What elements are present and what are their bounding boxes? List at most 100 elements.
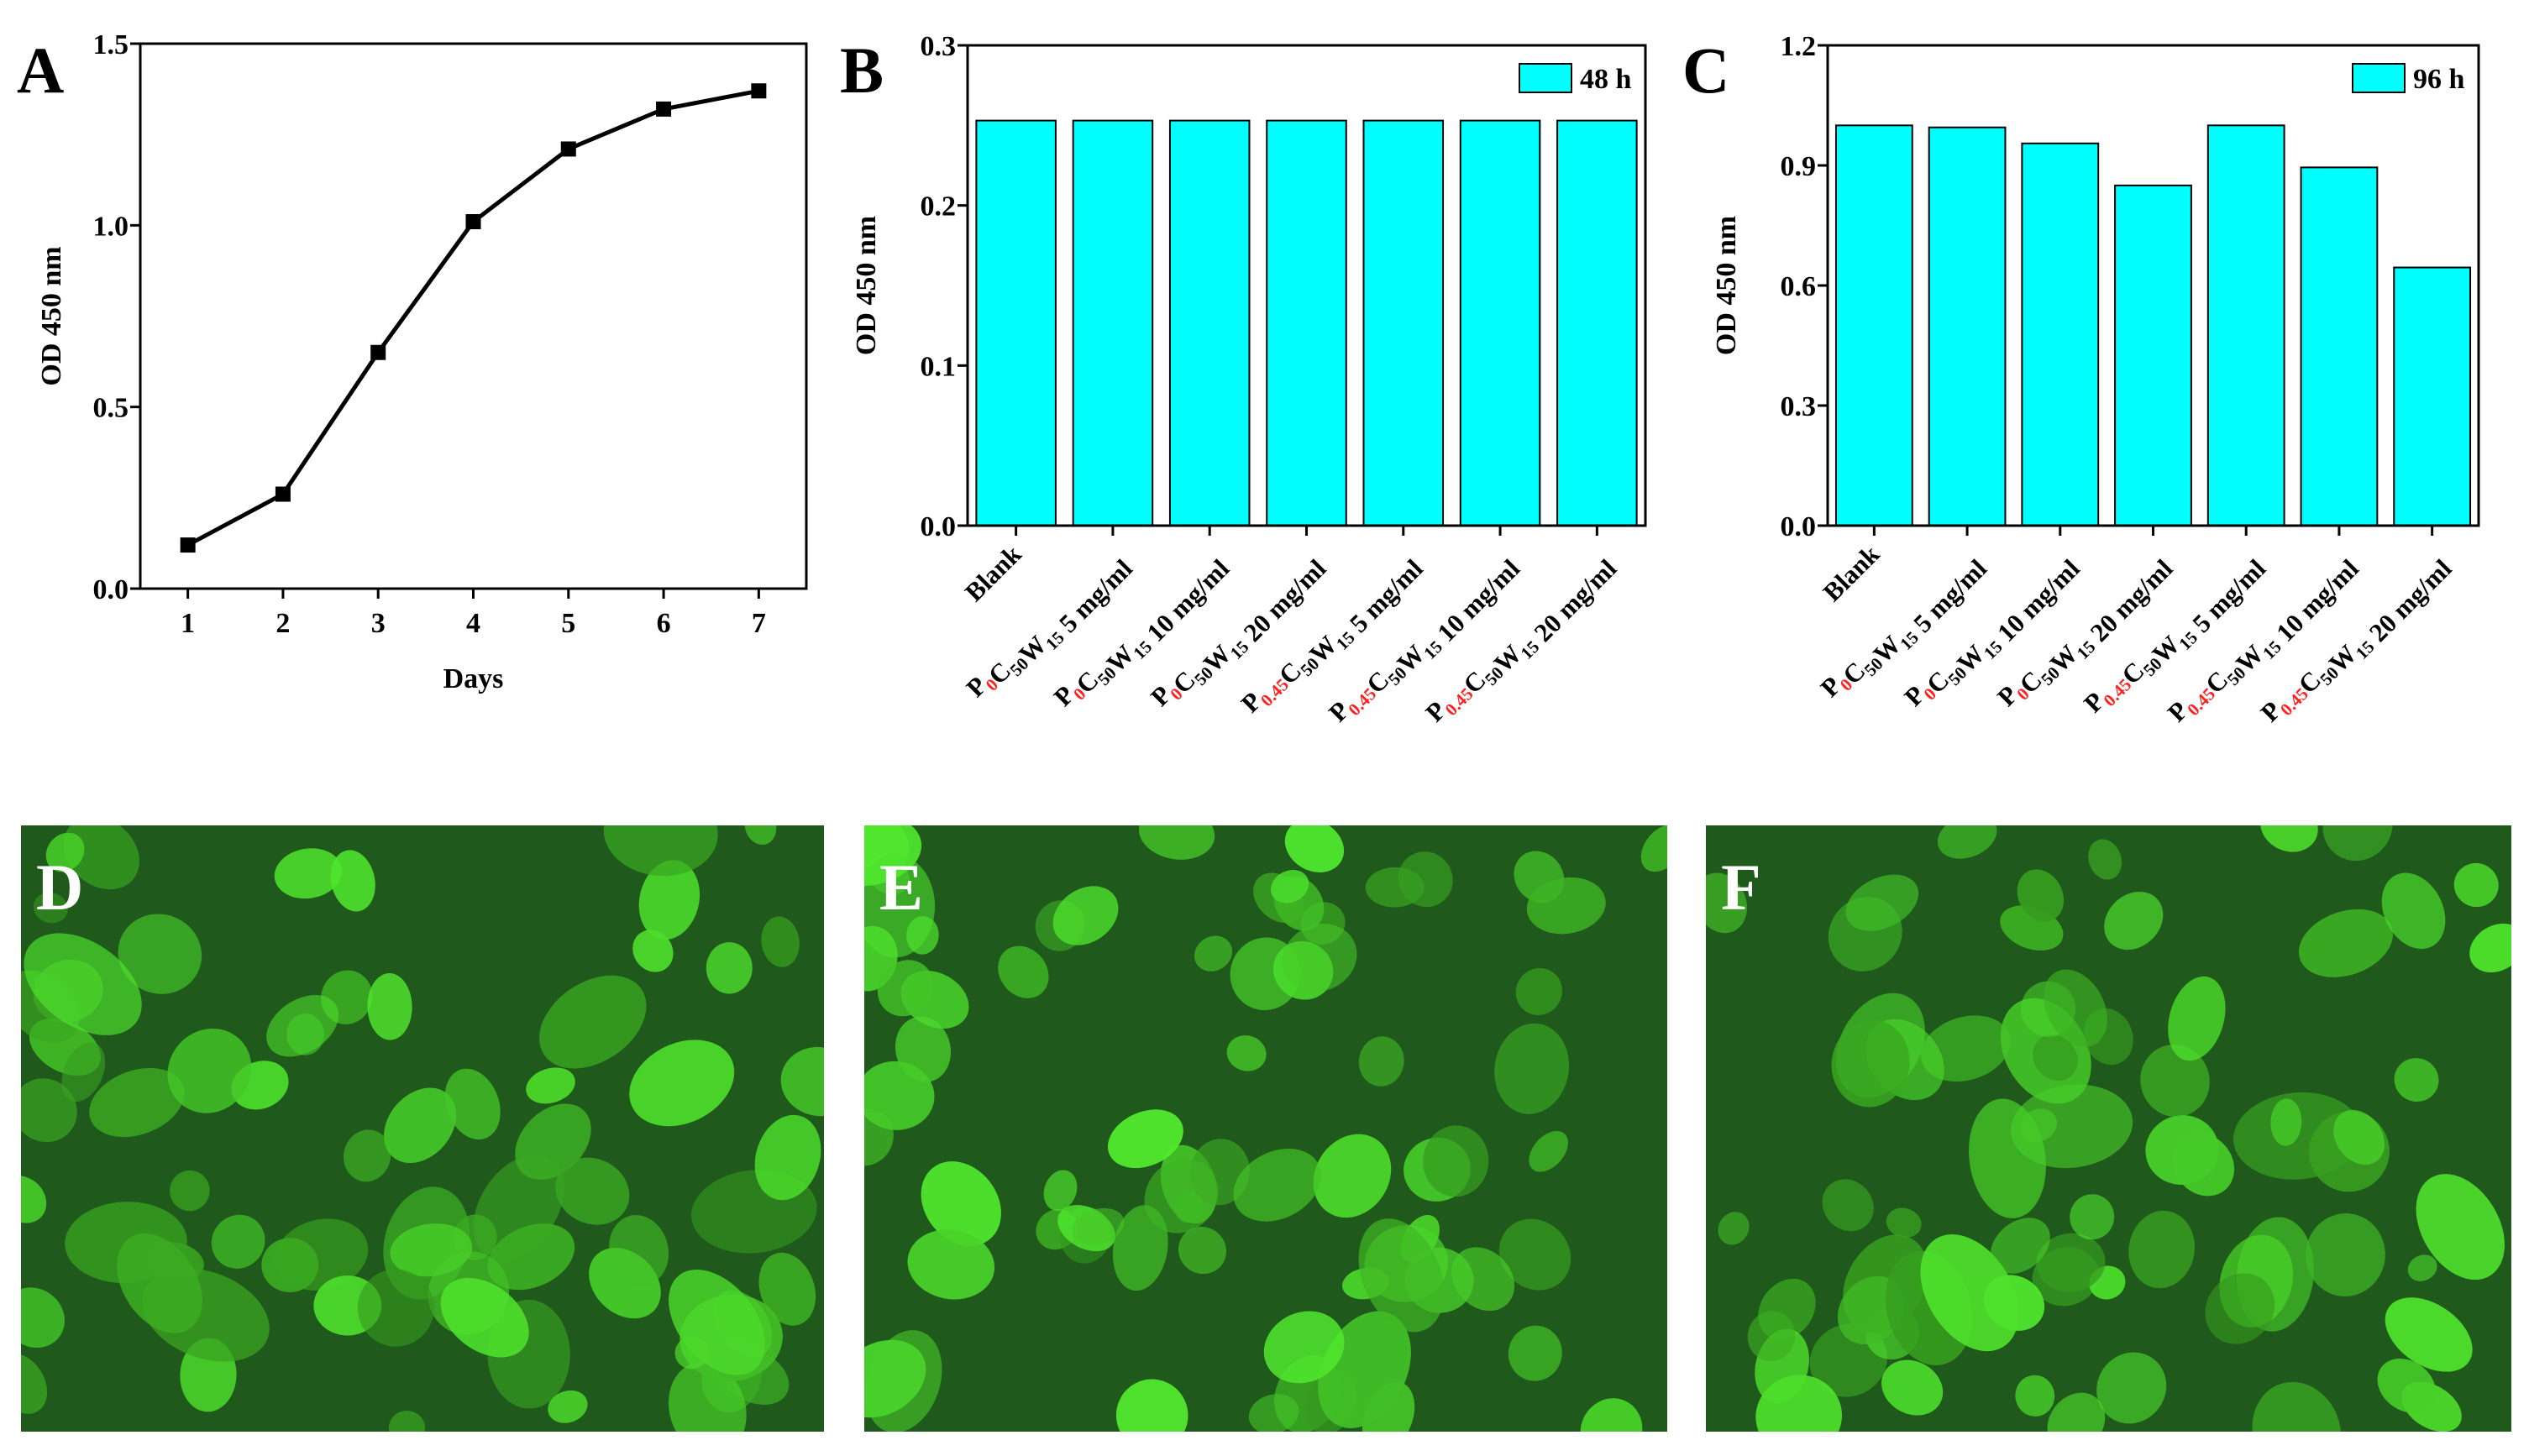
x-tick-label: 1 xyxy=(181,608,195,639)
bar xyxy=(1362,119,1445,526)
cell xyxy=(330,850,375,912)
cell xyxy=(1115,1379,1188,1432)
cell xyxy=(706,942,753,994)
y-tick-label: 0.5 xyxy=(93,393,129,424)
cell xyxy=(1263,1311,1345,1384)
cell xyxy=(2394,1058,2439,1102)
cell xyxy=(1822,1179,1874,1232)
cell xyxy=(632,930,674,972)
cell xyxy=(1178,1226,1226,1275)
cell xyxy=(21,1078,77,1143)
micrograph: F xyxy=(1706,825,2511,1432)
bar xyxy=(2114,184,2192,526)
cell xyxy=(1358,1036,1404,1087)
cell xyxy=(1052,886,1119,945)
cell xyxy=(761,916,800,967)
cell xyxy=(1144,1158,1219,1233)
cell xyxy=(2172,1133,2235,1197)
panel-letter: A xyxy=(17,34,64,107)
cell xyxy=(2298,909,2393,977)
cell xyxy=(473,1154,565,1260)
image-letter: F xyxy=(1721,851,1761,924)
cell xyxy=(2070,1194,2115,1240)
cell xyxy=(1398,851,1453,908)
cell xyxy=(1494,1023,1570,1114)
cell xyxy=(1282,924,1357,992)
cell xyxy=(261,1238,319,1292)
cell xyxy=(2407,1254,2437,1281)
cell xyxy=(609,1215,669,1286)
bar xyxy=(2393,266,2472,526)
marker xyxy=(370,344,386,360)
cell xyxy=(388,1410,426,1432)
cell xyxy=(1990,1218,2050,1274)
cell xyxy=(1640,825,1667,872)
cell xyxy=(2044,969,2107,1047)
y-tick-label: 0.0 xyxy=(93,574,129,605)
marker xyxy=(275,486,291,502)
y-tick-label: 0.9 xyxy=(1781,151,1817,182)
cell xyxy=(1937,825,1997,859)
cell xyxy=(2168,976,2226,1061)
cell xyxy=(2128,1210,2196,1289)
bar xyxy=(2300,166,2379,526)
cell xyxy=(1139,825,1215,860)
cell xyxy=(669,1270,766,1375)
cell xyxy=(758,1252,816,1326)
cell xyxy=(357,1269,434,1347)
cell xyxy=(1107,1109,1183,1169)
cell xyxy=(907,1229,995,1300)
line xyxy=(186,88,759,547)
cells xyxy=(1706,825,2511,1432)
legend-label: 96 h xyxy=(2413,64,2465,95)
bar xyxy=(2206,124,2285,526)
bar xyxy=(1072,119,1154,526)
cell xyxy=(89,1067,185,1138)
y-axis-label: OD 450 nm xyxy=(36,246,67,385)
cell xyxy=(1706,872,1747,934)
cell xyxy=(1194,935,1233,972)
bar xyxy=(1168,119,1251,526)
cell xyxy=(1529,1130,1568,1172)
x-tick-label: 3 xyxy=(371,608,386,639)
cell xyxy=(1755,1375,1843,1432)
y-tick-label: 0.2 xyxy=(921,191,957,223)
cell xyxy=(344,1129,391,1182)
cell xyxy=(2385,1297,2473,1372)
cell xyxy=(2377,1359,2437,1413)
cell xyxy=(2260,825,2318,852)
cell xyxy=(2140,1045,2210,1118)
cell xyxy=(2017,869,2065,922)
cell xyxy=(1718,1212,1750,1245)
cell xyxy=(603,825,718,877)
bar xyxy=(1266,119,1347,526)
cell xyxy=(877,960,934,1017)
y-tick-label: 0.0 xyxy=(921,511,957,542)
cell xyxy=(21,1176,47,1223)
x-tick-label: 4 xyxy=(466,608,480,639)
cell xyxy=(24,933,142,1035)
cell xyxy=(2088,839,2122,880)
image-letter: D xyxy=(36,851,83,924)
cell xyxy=(2104,891,2164,951)
cell xyxy=(170,1170,210,1212)
x-tick-label: 2 xyxy=(275,608,290,639)
cell xyxy=(998,945,1049,998)
plot-frame xyxy=(966,44,1647,527)
bar xyxy=(1459,119,1541,526)
legend-label: 48 h xyxy=(1580,64,1632,95)
cell xyxy=(2047,1392,2106,1432)
cell xyxy=(539,975,647,1069)
cell xyxy=(780,1047,824,1117)
marker xyxy=(560,141,576,157)
cell xyxy=(1284,825,1345,872)
cells xyxy=(21,825,824,1432)
cell xyxy=(526,1067,575,1104)
cell xyxy=(2333,1109,2385,1165)
cell xyxy=(440,1277,529,1358)
image-letter: E xyxy=(879,851,923,924)
cell xyxy=(21,1353,48,1414)
bar xyxy=(1834,124,1913,526)
cell xyxy=(2011,1084,2133,1169)
